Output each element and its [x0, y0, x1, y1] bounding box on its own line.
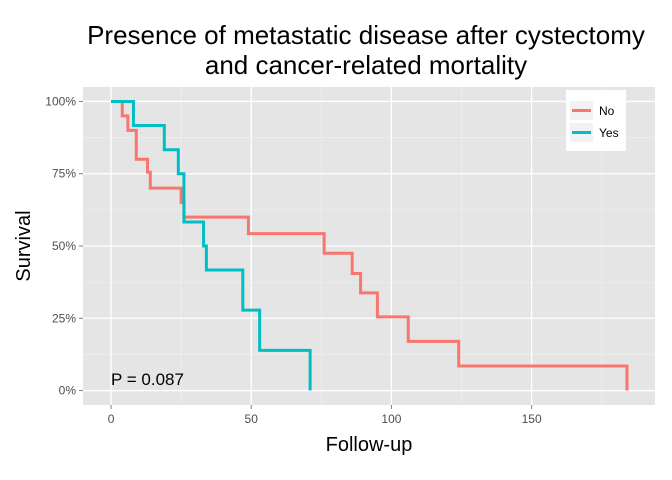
axis-ticks — [79, 100, 533, 409]
series-line-yes — [111, 99, 312, 391]
x-tick-label: 0 — [108, 412, 115, 426]
chart-title-line2: and cancer-related mortality — [205, 50, 527, 80]
x-tick-label: 150 — [522, 412, 542, 426]
legend: No Yes — [566, 90, 626, 151]
x-axis-title: Follow-up — [326, 434, 413, 456]
y-tick-label: 25% — [52, 311, 76, 325]
y-tick-label: 0% — [59, 384, 77, 398]
legend-label-no: No — [599, 104, 615, 118]
x-tick-labels: 0 50 100 150 — [108, 412, 542, 426]
series-layer — [111, 99, 629, 391]
series-line-no — [111, 99, 629, 391]
y-tick-label: 50% — [52, 239, 76, 253]
chart-title-line1: Presence of metastatic disease after cys… — [87, 20, 645, 50]
y-axis-title: Survival — [13, 210, 35, 281]
legend-label-yes: Yes — [599, 126, 619, 140]
y-tick-label: 75% — [52, 167, 76, 181]
y-tick-label: 100% — [45, 94, 76, 108]
x-tick-label: 100 — [381, 412, 401, 426]
y-tick-labels: 0% 25% 50% 75% 100% — [45, 94, 76, 397]
p-value-annotation: P = 0.087 — [111, 370, 184, 389]
x-tick-label: 50 — [245, 412, 259, 426]
